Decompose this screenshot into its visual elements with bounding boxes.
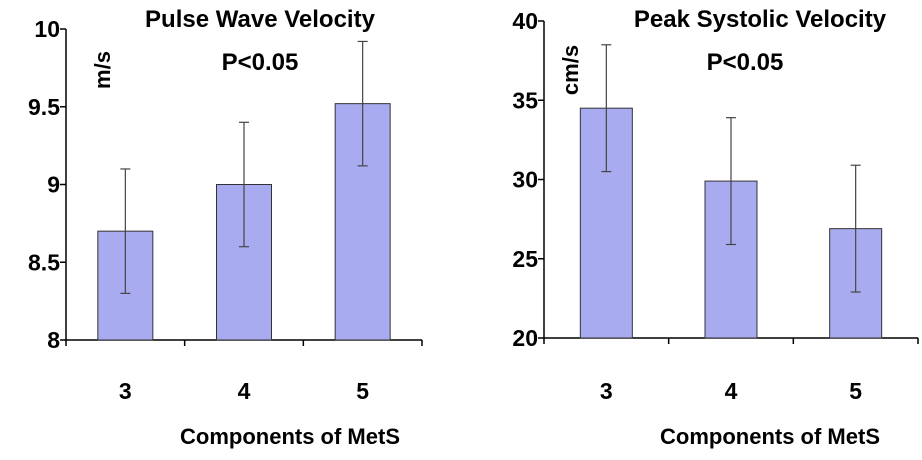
- category-label: 5: [356, 378, 369, 404]
- y-tick-label: 20: [512, 325, 538, 351]
- chart1-x-axis-label: Components of MetS: [180, 424, 400, 449]
- y-tick-label: 10: [34, 16, 60, 42]
- error-bar: [239, 121, 249, 248]
- chart2-plot: 20 25 30 35 40 3 4 5: [512, 8, 919, 404]
- y-tick-label: 40: [512, 8, 538, 34]
- y-tick-label: 30: [512, 167, 538, 193]
- chart2-y-axis-label: cm/s: [558, 45, 583, 95]
- chart2-x-axis-label: Components of MetS: [660, 424, 880, 449]
- error-bar: [601, 44, 612, 173]
- y-tick-label: 9.5: [28, 94, 60, 120]
- y-tick-label: 8.5: [28, 249, 60, 275]
- error-bar: [357, 40, 368, 167]
- error-bar: [726, 117, 736, 246]
- chart2-subtitle: P<0.05: [707, 49, 784, 76]
- category-label: 5: [849, 378, 862, 404]
- chart1-y-axis-label: m/s: [90, 51, 115, 89]
- y-tick-label: 35: [512, 87, 538, 113]
- category-label: 4: [238, 378, 251, 404]
- error-bar: [850, 164, 861, 293]
- chart1-subtitle: P<0.05: [222, 49, 299, 76]
- category-label: 3: [600, 378, 613, 404]
- y-tick-label: 25: [512, 246, 538, 272]
- chart1-plot: 8 8.5 9 9.5 10 3 4 5: [28, 16, 423, 404]
- category-label: 3: [119, 378, 132, 404]
- chart2-title: Peak Systolic Velocity: [634, 6, 887, 33]
- y-tick-label: 8: [47, 327, 60, 353]
- y-tick-label: 9: [47, 172, 60, 198]
- error-bar: [120, 168, 131, 294]
- chart1-title: Pulse Wave Velocity: [145, 6, 376, 33]
- category-label: 4: [725, 378, 738, 404]
